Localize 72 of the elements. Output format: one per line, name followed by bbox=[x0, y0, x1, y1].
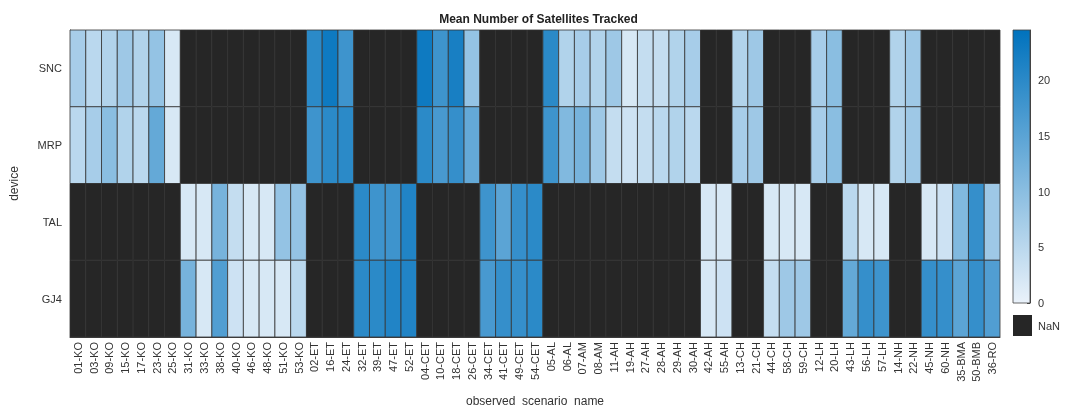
color-bar-label: 5 bbox=[1038, 241, 1045, 254]
x-tick-label: 53-KO bbox=[292, 341, 305, 374]
x-tick-label: 38-KO bbox=[213, 341, 226, 374]
x-tick-label: 15-KO bbox=[119, 341, 132, 374]
x-tick-label: 30-AH bbox=[686, 341, 699, 374]
x-tick-label: 12-LH bbox=[812, 341, 825, 372]
x-tick-label: 22-NH bbox=[907, 341, 920, 374]
color-bar-label: 10 bbox=[1038, 185, 1051, 198]
x-tick-label: 03-KO bbox=[87, 341, 100, 374]
x-tick-label: 20-LH bbox=[828, 341, 841, 372]
x-tick-label: 44-CH bbox=[765, 341, 778, 374]
color-bar-label: 20 bbox=[1038, 74, 1051, 87]
x-tick-label: 43-LH bbox=[844, 341, 857, 372]
x-tick-label: 25-KO bbox=[166, 341, 179, 374]
x-tick-label: 07-AM bbox=[576, 342, 589, 375]
x-tick-label: 04-CET bbox=[418, 341, 431, 380]
x-tick-label: 36-RO bbox=[986, 341, 999, 375]
y-tick-label: GJ4 bbox=[41, 292, 62, 305]
x-tick-label: 58-CH bbox=[781, 341, 794, 374]
x-tick-label: 32-ET bbox=[355, 341, 368, 372]
x-tick-label: 52-ET bbox=[402, 341, 415, 372]
x-tick-label: 06-AL bbox=[560, 342, 573, 372]
x-tick-label: 14-NH bbox=[891, 341, 904, 374]
x-tick-label: 34-CET bbox=[481, 341, 494, 380]
x-tick-label: 46-KO bbox=[245, 341, 258, 374]
x-tick-label: 31-KO bbox=[182, 341, 195, 374]
x-tick-label: 27-AH bbox=[639, 341, 652, 374]
x-tick-label: 11-AH bbox=[607, 341, 620, 373]
x-tick-label: 57-LH bbox=[875, 341, 888, 372]
x-tick-label: 10-CET bbox=[434, 341, 447, 380]
y-tick-label: SNC bbox=[38, 62, 63, 75]
x-tick-label: 42-AH bbox=[702, 341, 715, 374]
x-axis-title: observed scenario name bbox=[465, 394, 605, 408]
x-tick-label: 08-AM bbox=[592, 342, 605, 375]
x-tick-label: 16-ET bbox=[324, 341, 337, 372]
x-tick-label: 26-CET bbox=[465, 341, 478, 380]
color-bar-label: 15 bbox=[1038, 129, 1051, 142]
x-tick-label: 09-KO bbox=[103, 341, 116, 374]
x-tick-label: 55-AH bbox=[718, 341, 731, 374]
x-tick-label: 60-NH bbox=[938, 341, 951, 374]
x-tick-label: 13-CH bbox=[733, 341, 746, 374]
x-tick-label: 02-ET bbox=[308, 341, 321, 372]
x-tick-label: 35-BMA bbox=[954, 341, 967, 382]
x-tick-label: 47-ET bbox=[387, 341, 400, 372]
x-tick-label: 28-AH bbox=[655, 341, 668, 374]
color-bar-label: 0 bbox=[1038, 297, 1045, 309]
x-tick-label: 23-KO bbox=[150, 341, 163, 374]
y-tick-label: MRP bbox=[37, 139, 62, 152]
x-tick-label: 56-LH bbox=[860, 341, 873, 372]
x-tick-label: 19-AH bbox=[623, 341, 636, 374]
chart-title: Mean Number of Satellites Tracked bbox=[439, 12, 638, 26]
x-tick-label: 48-KO bbox=[261, 341, 274, 374]
x-tick-label: 05-AL bbox=[544, 342, 557, 372]
x-tick-label: 51-KO bbox=[276, 341, 289, 374]
x-tick-label: 41-CET bbox=[497, 341, 510, 380]
x-tick-label: 39-ET bbox=[371, 341, 384, 372]
x-tick-label: 50-BMB bbox=[970, 342, 983, 382]
y-tick-label: TAL bbox=[42, 215, 62, 228]
x-tick-label: 59-CH bbox=[796, 341, 809, 374]
x-tick-label: 40-KO bbox=[229, 341, 242, 374]
x-tick-label: 49-CET bbox=[513, 341, 526, 380]
x-tick-label: 45-NH bbox=[923, 341, 936, 374]
x-tick-label: 24-ET bbox=[339, 341, 352, 372]
x-tick-label: 33-KO bbox=[197, 341, 210, 374]
y-axis-title: device bbox=[7, 165, 21, 201]
x-tick-label: 29-AH bbox=[670, 341, 683, 374]
x-tick-label: 18-CET bbox=[450, 341, 463, 380]
x-tick-label: 01-KO bbox=[71, 341, 84, 374]
x-tick-label: 21-CH bbox=[749, 341, 762, 374]
x-tick-label: 54-CET bbox=[529, 341, 541, 380]
x-tick-label: 17-KO bbox=[134, 341, 147, 374]
text: NaN bbox=[1038, 319, 1061, 332]
